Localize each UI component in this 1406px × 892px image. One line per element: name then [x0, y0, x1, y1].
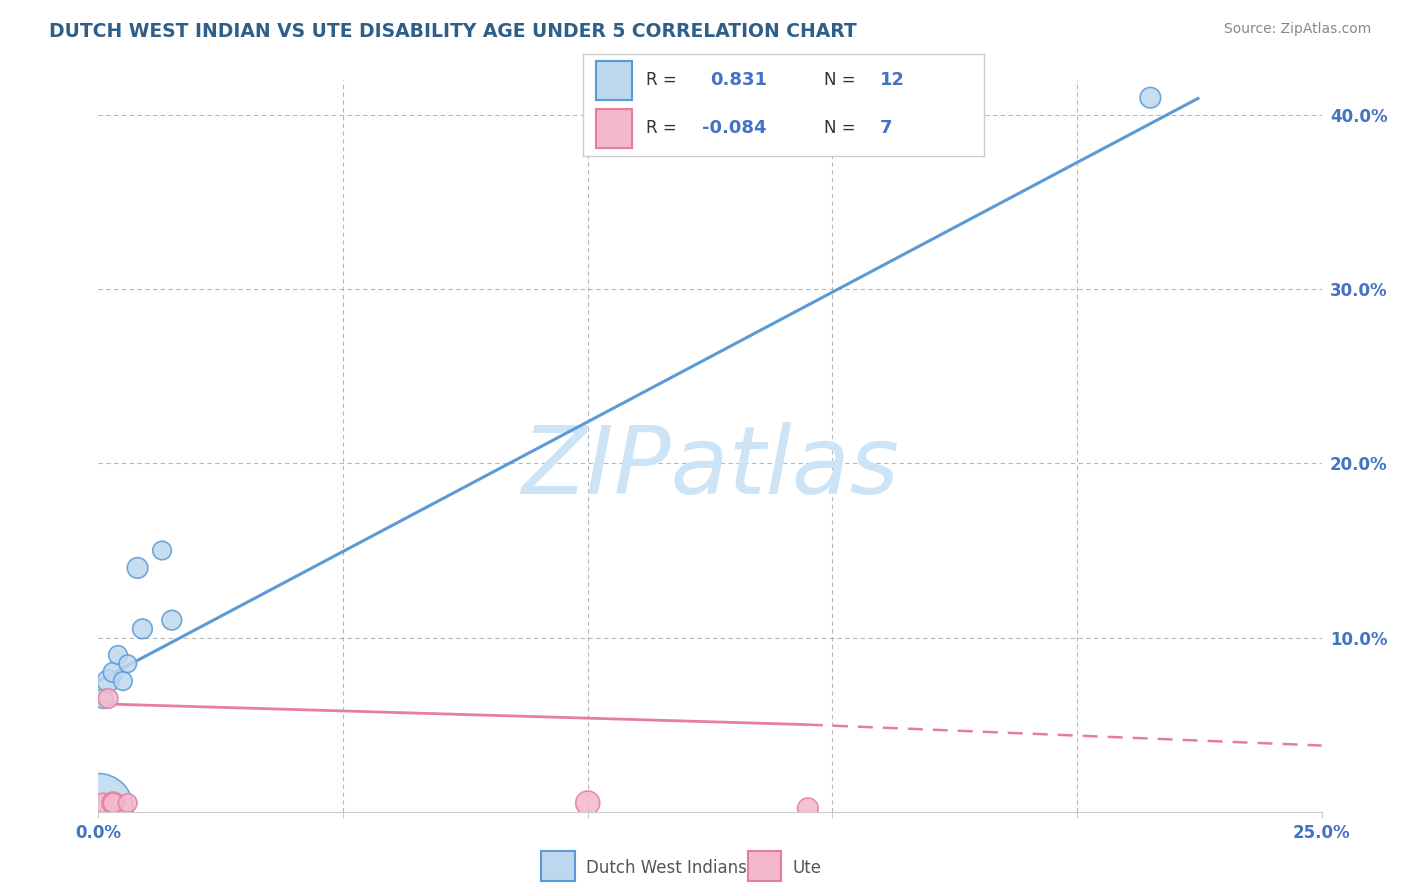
Bar	[596, 109, 631, 148]
Point	[797, 801, 820, 815]
Text: 12: 12	[880, 71, 905, 89]
Point	[576, 796, 599, 810]
Point	[101, 796, 124, 810]
Point	[117, 657, 139, 671]
Text: -0.084: -0.084	[702, 120, 766, 137]
Text: 7: 7	[880, 120, 893, 137]
Point	[150, 543, 173, 558]
Point	[97, 691, 120, 706]
Point	[117, 796, 139, 810]
Point	[131, 622, 153, 636]
Point	[160, 613, 183, 627]
Text: N =: N =	[824, 120, 855, 137]
Bar	[596, 61, 631, 100]
Point	[87, 801, 110, 815]
Text: N =: N =	[824, 71, 855, 89]
Point	[107, 648, 129, 662]
Text: 0.831: 0.831	[710, 71, 766, 89]
Text: ZIPatlas: ZIPatlas	[522, 423, 898, 514]
Point	[111, 674, 134, 689]
Point	[91, 691, 114, 706]
Point	[1139, 91, 1161, 105]
Text: R =: R =	[645, 71, 676, 89]
Text: DUTCH WEST INDIAN VS UTE DISABILITY AGE UNDER 5 CORRELATION CHART: DUTCH WEST INDIAN VS UTE DISABILITY AGE …	[49, 22, 858, 41]
Point	[127, 561, 149, 575]
Text: Source: ZipAtlas.com: Source: ZipAtlas.com	[1223, 22, 1371, 37]
Point	[101, 796, 124, 810]
Point	[97, 674, 120, 689]
Text: R =: R =	[645, 120, 676, 137]
Text: Ute: Ute	[793, 859, 821, 877]
Point	[101, 665, 124, 680]
Point	[91, 796, 114, 810]
Text: Dutch West Indians: Dutch West Indians	[586, 859, 747, 877]
